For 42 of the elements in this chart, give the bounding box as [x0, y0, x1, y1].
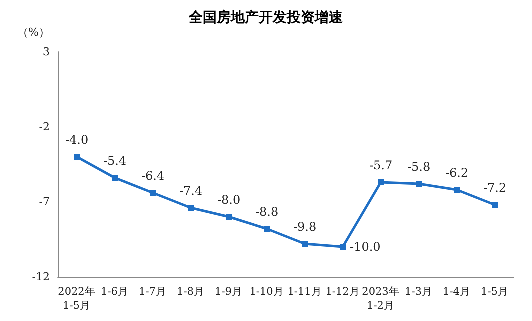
x-tick-label: 1-3月 [405, 286, 433, 298]
data-label: -8.8 [255, 205, 279, 219]
x-tick-label: 1-11月 [288, 286, 322, 298]
x-tick-label: 1-9月 [215, 286, 243, 298]
point [302, 241, 308, 247]
x-tick-label: 1-12月 [326, 286, 360, 298]
y-tick-label: -7 [39, 196, 50, 208]
data-label: -4.0 [65, 133, 89, 147]
data-label: -5.4 [103, 154, 127, 168]
point [264, 226, 270, 232]
x-tick-label: 1-6月 [101, 286, 129, 298]
point [112, 175, 118, 181]
y-tick-label: -12 [32, 270, 50, 284]
point [492, 202, 498, 208]
data-label: -7.4 [179, 184, 203, 198]
data-label: -6.2 [445, 166, 469, 180]
point [416, 181, 422, 187]
point [340, 244, 346, 250]
x-tick-label: 1-4月 [443, 286, 471, 298]
x-tick-label: 1-8月 [177, 286, 205, 298]
y-tick-label: -2 [39, 120, 50, 134]
y-axis-title: （%） [18, 26, 50, 39]
chart-title: 全国房地产开发投资增速 [188, 9, 344, 26]
y-tick-label: 3 [43, 46, 50, 58]
x-tick-label: 1-7月 [139, 286, 167, 298]
data-label: -5.8 [407, 160, 431, 174]
data-label: -6.4 [141, 169, 165, 183]
point [454, 187, 460, 193]
data-label: -9.8 [293, 220, 317, 234]
point [150, 190, 156, 196]
point [74, 154, 80, 160]
data-label: -7.2 [483, 181, 507, 195]
data-label: -5.7 [369, 158, 393, 172]
x-tick-label: 1-5月 [481, 286, 509, 298]
point [378, 180, 384, 186]
data-label: -10.0 [350, 240, 381, 254]
x-tick-label: 2023年 1-2月 [362, 286, 400, 312]
point [226, 214, 232, 220]
data-label: -8.0 [217, 193, 241, 207]
x-tick-label: 1-10月 [250, 286, 284, 298]
x-tick-label: 2022年 1-5月 [58, 286, 96, 312]
point [188, 205, 194, 211]
